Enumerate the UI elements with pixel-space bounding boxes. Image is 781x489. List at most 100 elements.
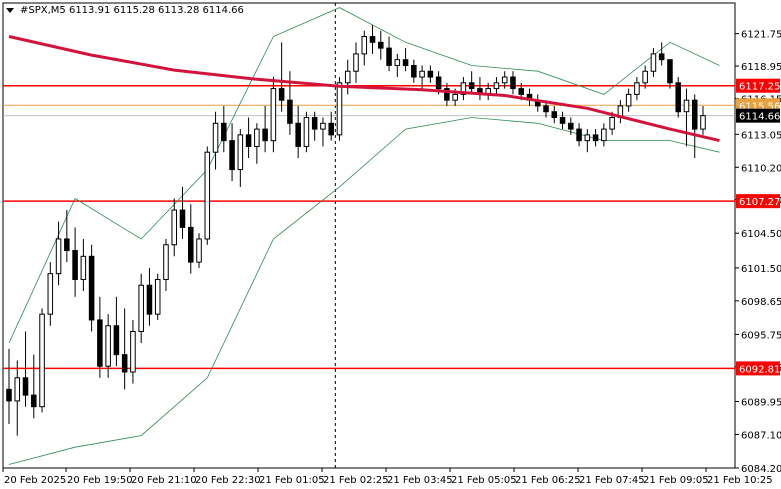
x-tick-label: 21 Feb 03:45 <box>387 475 453 486</box>
candle-body <box>650 53 657 72</box>
candle <box>386 36 392 72</box>
candle-body <box>427 70 434 78</box>
candle-body <box>72 250 78 280</box>
candle-body <box>154 278 161 315</box>
candle <box>64 210 70 263</box>
candle <box>245 117 252 158</box>
x-tick-label: 21 Feb 05:05 <box>451 475 517 486</box>
candle <box>394 53 401 78</box>
level-tag-label: 6092.81 <box>739 364 780 375</box>
candle <box>477 77 483 101</box>
candle <box>6 348 12 425</box>
candle-body <box>386 47 392 66</box>
candle-body <box>667 59 673 84</box>
candle-body <box>6 388 12 402</box>
candle-body <box>460 82 467 95</box>
candle <box>130 319 136 384</box>
candle-body <box>22 377 29 396</box>
candle-body <box>609 117 615 130</box>
candle-body <box>378 41 384 49</box>
candle-body <box>353 53 359 72</box>
candle-body <box>295 122 301 147</box>
level-tag <box>736 361 780 376</box>
candle <box>551 105 558 124</box>
candle <box>163 238 169 292</box>
x-tick-label: 20 Feb 19:50 <box>67 475 133 486</box>
plot-frame <box>2 2 736 469</box>
candle-body <box>39 313 45 408</box>
candle <box>303 111 310 153</box>
candle-body <box>212 122 219 153</box>
candle <box>634 77 640 101</box>
candle <box>212 111 219 170</box>
candle-body <box>361 36 368 55</box>
candle-body <box>187 226 194 263</box>
candle <box>97 296 103 378</box>
candle-body <box>683 99 690 113</box>
candle <box>295 105 301 158</box>
candle-body <box>278 88 285 101</box>
candle <box>105 314 111 378</box>
candle <box>72 227 78 297</box>
y-tick-label: 6121.75 <box>741 30 781 41</box>
candle <box>369 24 376 54</box>
x-tick-label: 20 Feb 21:10 <box>131 475 197 486</box>
candle-body <box>394 59 401 66</box>
candle-body <box>634 82 640 95</box>
candle <box>171 198 178 257</box>
candle <box>80 238 87 292</box>
candle-body <box>501 76 508 84</box>
candle <box>576 123 582 147</box>
y-tick-label: 6118.95 <box>741 62 781 73</box>
level-tag-label: 6107.27 <box>739 197 780 208</box>
candle <box>625 88 632 112</box>
candle <box>14 360 21 436</box>
y-tick-label: 6110.20 <box>741 163 781 174</box>
y-tick-label: 6089.95 <box>741 397 781 408</box>
candle <box>262 105 268 153</box>
current-price-tag-label: 6114.66 <box>739 112 780 123</box>
candle-body <box>411 64 417 78</box>
candle <box>270 77 277 153</box>
candle <box>39 308 45 413</box>
candle <box>601 123 607 147</box>
candle <box>568 117 574 135</box>
candle-body <box>543 105 549 113</box>
current-price-tag <box>736 108 780 123</box>
level-tag <box>736 194 780 209</box>
candle-body <box>245 134 252 147</box>
candle <box>658 42 665 66</box>
candle-body <box>468 82 475 90</box>
candle-body <box>518 88 525 95</box>
candle <box>344 59 351 95</box>
y-tick-label: 6095.75 <box>741 330 781 341</box>
candle <box>196 233 202 268</box>
moving-average-line <box>8 35 720 143</box>
candle-body <box>311 117 318 130</box>
x-tick-label: 20 Feb 2025 <box>4 475 66 486</box>
candle-body <box>105 325 111 367</box>
candle-body <box>130 331 136 373</box>
y-tick-label: 6087.10 <box>741 430 781 441</box>
candle <box>353 42 359 83</box>
candle-body <box>625 93 632 107</box>
candle-body <box>568 122 574 130</box>
candle <box>468 71 475 95</box>
candle-body <box>138 284 144 333</box>
candle <box>642 65 648 89</box>
candle <box>278 42 285 112</box>
chart-header: #SPX,M5 6113.91 6115.28 6113.28 6114.66 <box>20 5 244 16</box>
candle-body <box>559 117 566 124</box>
candle <box>121 308 128 390</box>
candle-body <box>700 115 706 130</box>
candle-body <box>642 70 648 84</box>
candle <box>187 204 194 274</box>
candle-body <box>270 88 277 142</box>
candle-body <box>328 122 334 136</box>
candle <box>444 82 450 106</box>
candle-body <box>419 70 425 78</box>
candle-body <box>675 82 681 113</box>
candle <box>534 94 541 112</box>
candle-body <box>121 354 128 373</box>
